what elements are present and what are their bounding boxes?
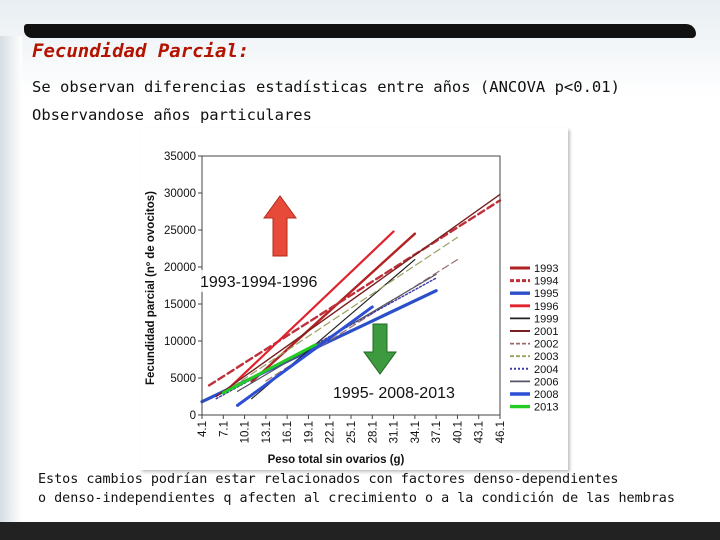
chart-panel: 0 5000 10000 15000 20000 25000 30000 35000 4.1 7.…	[140, 128, 568, 470]
y-tick-label: 35000	[164, 151, 196, 163]
legend-label-2006: 2006	[534, 376, 558, 388]
series-line-1994	[207, 199, 502, 387]
x-tick-label: 16.1	[282, 421, 294, 443]
legend-label-1993: 1993	[534, 263, 558, 275]
series-line-2001	[215, 193, 501, 398]
x-tick-label: 13.1	[261, 421, 273, 443]
x-tick-label: 40.1	[452, 421, 464, 443]
x-tick-label: 37.1	[431, 421, 443, 443]
x-tick-label: 31.1	[389, 421, 401, 443]
x-tick-label: 25.1	[346, 421, 358, 443]
series-line-2008	[235, 305, 374, 407]
x-axis-label: Peso total sin ovarios (g)	[268, 454, 405, 466]
footer-line-1: Estos cambios podrían estar relacionados…	[38, 472, 619, 487]
legend-label-2002: 2002	[534, 339, 558, 351]
subtitle-ancova: Se observan diferencias estadísticas ent…	[32, 78, 620, 96]
x-tick-label: 43.1	[474, 421, 486, 443]
series-line-2013	[221, 343, 318, 395]
y-tick-label: 0	[190, 410, 196, 422]
x-tick-label: 19.1	[303, 421, 315, 443]
fecundity-chart: 0 5000 10000 15000 20000 25000 30000 35000 4.1 7.…	[140, 128, 568, 470]
annotation-upper-years: 1993-1994-1996	[200, 274, 318, 291]
x-tick-label: 7.1	[218, 421, 230, 437]
y-tick-label: 10000	[164, 336, 196, 348]
y-tick-label: 20000	[164, 262, 196, 274]
x-tick-label: 10.1	[240, 421, 252, 443]
y-tick-label: 25000	[164, 225, 196, 237]
down-arrow-icon	[363, 323, 397, 375]
y-axis-label: Fecundidad parcial (nº de ovocitos)	[145, 191, 157, 385]
bottom-brush-stroke	[0, 522, 720, 540]
x-tick-label: 22.1	[325, 421, 337, 443]
subtitle-particular-years: Observandose años particulares	[32, 106, 312, 124]
series-line-2003	[222, 236, 459, 394]
left-brush-stroke	[0, 36, 22, 522]
legend-label-1999: 1999	[534, 313, 558, 325]
legend-label-2003: 2003	[534, 351, 558, 363]
top-brush-stroke	[24, 24, 696, 38]
x-tick-label: 4.1	[197, 421, 209, 437]
slide-title: Fecundidad Parcial:	[32, 40, 250, 62]
x-tick-label: 28.1	[367, 421, 379, 443]
footer-line-2: o denso-independientes q afecten al crec…	[38, 491, 675, 506]
legend-label-1996: 1996	[534, 301, 558, 313]
legend-label-1995: 1995	[534, 288, 558, 300]
y-tick-label: 30000	[164, 188, 196, 200]
legend-label-2013: 2013	[534, 402, 558, 414]
legend-label-1994: 1994	[534, 276, 558, 288]
legend-label-2001: 2001	[534, 326, 558, 338]
up-arrow-icon	[263, 195, 297, 257]
annotation-lower-years: 1995- 2008-2013	[333, 385, 455, 402]
y-tick-label: 5000	[170, 373, 196, 385]
y-tick-label: 15000	[164, 299, 196, 311]
x-tick-label: 46.1	[495, 421, 507, 443]
legend-label-2004: 2004	[534, 364, 558, 376]
series-line-1996	[229, 230, 395, 388]
legend-label-2008: 2008	[534, 389, 558, 401]
x-tick-label: 34.1	[410, 421, 422, 443]
